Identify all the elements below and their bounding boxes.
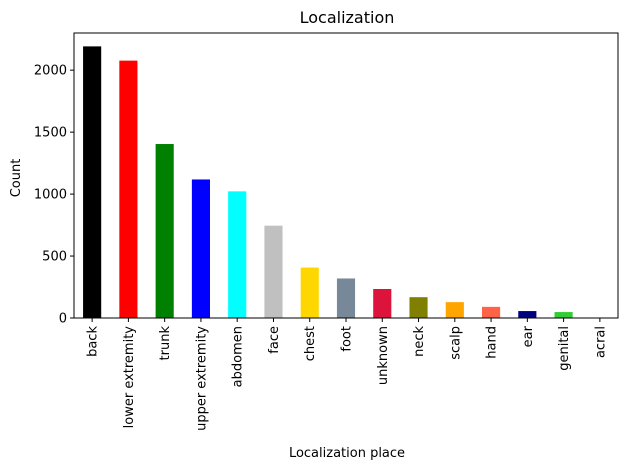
y-axis-label: Count — [9, 159, 24, 198]
y-tick-label: 1500 — [34, 126, 67, 141]
x-tick-label: lower extremity — [122, 326, 137, 429]
bar-lower-extremity — [119, 60, 138, 319]
x-tick-label: back — [86, 326, 101, 357]
x-tick-label: foot — [340, 326, 355, 352]
x-tick-label: unknown — [376, 326, 391, 385]
bar-genital — [554, 312, 573, 318]
x-axis-label: Localization place — [289, 446, 405, 461]
x-tick-label: ear — [521, 325, 536, 347]
x-axis-ticks: back lower extremity trunk upper extremity a… — [86, 318, 608, 431]
x-tick-label: scalp — [448, 326, 463, 360]
bar-upper-extremity — [191, 179, 210, 318]
y-tick-label: 1000 — [34, 188, 67, 203]
x-tick-label: neck — [412, 326, 427, 357]
bar-abdomen — [228, 191, 247, 318]
x-tick-label: acral — [593, 326, 608, 358]
bar-trunk — [155, 144, 174, 318]
bars-group — [83, 46, 609, 319]
y-tick-label: 500 — [42, 250, 67, 265]
y-tick-label: 0 — [59, 312, 67, 327]
bar-foot — [336, 278, 356, 318]
x-tick-label: genital — [557, 326, 572, 371]
chart-title: Localization — [300, 8, 395, 27]
bar-neck — [409, 297, 428, 318]
bar-back — [83, 46, 102, 319]
x-tick-label: abdomen — [231, 326, 246, 387]
bar-ear — [518, 311, 537, 318]
x-tick-label: face — [267, 326, 282, 354]
y-axis-ticks: 0 500 1000 1500 2000 — [34, 64, 74, 327]
x-tick-label: upper extremity — [194, 326, 209, 431]
x-tick-label: hand — [485, 326, 500, 359]
y-tick-label: 2000 — [34, 64, 67, 79]
bar-hand — [482, 306, 501, 318]
bar-face — [264, 225, 283, 318]
x-tick-label: trunk — [158, 326, 173, 361]
bar-unknown — [373, 289, 392, 318]
x-tick-label: chest — [303, 326, 318, 361]
bar-scalp — [445, 302, 464, 318]
bar-chest — [300, 267, 319, 318]
plot-frame — [73, 32, 619, 319]
